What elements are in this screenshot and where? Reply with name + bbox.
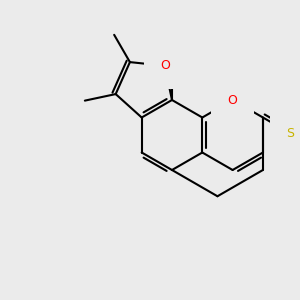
- Text: S: S: [286, 127, 294, 140]
- Text: O: O: [228, 94, 238, 106]
- Text: O: O: [160, 59, 170, 72]
